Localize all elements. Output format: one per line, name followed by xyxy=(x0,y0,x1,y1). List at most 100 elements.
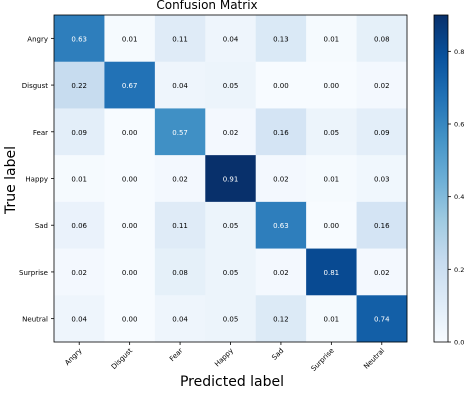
x-tick-label: Fear xyxy=(168,347,184,363)
cell-value-label: 0.91 xyxy=(223,176,239,184)
y-axis-label: True label xyxy=(3,146,19,215)
heatmap-cell xyxy=(54,295,105,343)
heatmap-cell xyxy=(356,201,408,249)
cell-value-label: 0.00 xyxy=(273,82,289,90)
cell-value-label: 0.08 xyxy=(374,35,390,43)
cell-value-label: 0.00 xyxy=(122,176,138,184)
colorbar-tick-label: 0.6 xyxy=(454,121,464,129)
heatmap-cell xyxy=(154,108,206,156)
heatmap-cell xyxy=(54,155,105,203)
heatmap-cell xyxy=(255,15,307,63)
cell-value-label: 0.04 xyxy=(172,316,188,324)
x-tick-label: Surprise xyxy=(310,347,336,373)
cell-value-label: 0.08 xyxy=(172,269,188,277)
heatmap-cell xyxy=(104,295,156,343)
cell-value-label: 0.11 xyxy=(172,35,188,43)
heatmap-cell xyxy=(205,61,257,109)
cell-value-label: 0.81 xyxy=(324,269,340,277)
cell-value-label: 0.02 xyxy=(71,269,87,277)
cell-value-label: 0.01 xyxy=(324,176,340,184)
heatmap-cell xyxy=(306,295,357,343)
cell-value-label: 0.05 xyxy=(223,316,239,324)
cell-value-label: 0.01 xyxy=(324,35,340,43)
heatmap-cell xyxy=(104,61,156,109)
colorbar-tick-label: 0.2 xyxy=(454,266,464,274)
heatmap-cell xyxy=(306,155,357,203)
cell-value-label: 0.02 xyxy=(273,176,289,184)
cell-value-label: 0.06 xyxy=(71,222,87,230)
colorbar-ticks: 0.0 0.2 0.4 0.6 0.8 xyxy=(448,48,464,347)
heatmap-cell xyxy=(54,15,105,63)
heatmap-cell xyxy=(54,108,105,156)
cell-value-label: 0.02 xyxy=(374,82,390,90)
heatmap-cell xyxy=(104,15,156,63)
heatmap-cells xyxy=(54,15,408,343)
heatmap-cell xyxy=(104,155,156,203)
heatmap-cell xyxy=(154,248,206,296)
y-tick-label: Surprise xyxy=(19,269,48,277)
cell-value-label: 0.13 xyxy=(273,35,289,43)
cell-value-label: 0.05 xyxy=(223,82,239,90)
heatmap-cell xyxy=(154,61,206,109)
heatmap-cell xyxy=(356,155,408,203)
colorbar-tick-label: 0.0 xyxy=(454,339,464,347)
cell-value-label: 0.22 xyxy=(71,82,87,90)
cell-value-label: 0.02 xyxy=(374,269,390,277)
cell-value-label: 0.02 xyxy=(223,129,239,137)
cell-value-label: 0.05 xyxy=(223,269,239,277)
x-tick-label: Happy xyxy=(213,347,235,369)
cell-value-label: 0.12 xyxy=(273,316,289,324)
x-tick-label: Angry xyxy=(63,347,83,367)
x-tick-label: Disgust xyxy=(110,347,134,371)
cell-value-label: 0.05 xyxy=(223,222,239,230)
cell-value-label: 0.03 xyxy=(374,176,390,184)
x-tick-label: Neutral xyxy=(362,347,386,371)
cell-value-label: 0.02 xyxy=(273,269,289,277)
cell-value-label: 0.01 xyxy=(324,316,340,324)
heatmap-cell xyxy=(154,201,206,249)
cell-value-label: 0.05 xyxy=(324,129,340,137)
heatmap-cell xyxy=(205,108,257,156)
cell-value-label: 0.74 xyxy=(374,316,390,324)
heatmap-cell xyxy=(255,61,307,109)
heatmap-cell xyxy=(104,108,156,156)
heatmap-cell xyxy=(356,295,408,343)
heatmap-cell xyxy=(255,295,307,343)
cell-value-label: 0.01 xyxy=(71,176,87,184)
y-tick-labels: Angry Disgust Fear Happy Sad Surprise Neutral xyxy=(19,35,54,324)
heatmap-cell xyxy=(255,155,307,203)
colorbar-tick-label: 0.8 xyxy=(454,48,464,56)
heatmap-cell xyxy=(104,248,156,296)
heatmap-cell xyxy=(306,15,357,63)
y-tick-label: Fear xyxy=(33,129,48,137)
colorbar xyxy=(433,14,449,343)
x-axis-label: Predicted label xyxy=(180,374,284,390)
heatmap-cell xyxy=(154,155,206,203)
heatmap-cell xyxy=(255,248,307,296)
heatmap-cell xyxy=(205,201,257,249)
heatmap-cell xyxy=(356,108,408,156)
cell-value-label: 0.04 xyxy=(172,82,188,90)
cell-value-label: 0.16 xyxy=(374,222,390,230)
cell-value-label: 0.67 xyxy=(122,82,138,90)
heatmap-cell xyxy=(205,155,257,203)
y-tick-label: Neutral xyxy=(22,316,48,324)
heatmap-cell xyxy=(255,108,307,156)
heatmap-cell xyxy=(356,61,408,109)
heatmap-cell-labels: 0.63 0.01 0.11 0.04 0.13 0.01 0.08 0.22 0.67 0.04… xyxy=(71,35,390,323)
cell-value-label: 0.63 xyxy=(273,222,289,230)
x-tick-label: Sad xyxy=(270,347,285,362)
cell-value-label: 0.63 xyxy=(71,35,87,43)
heatmap-cell xyxy=(255,201,307,249)
heatmap-cell xyxy=(154,15,206,63)
heatmap-cell xyxy=(54,61,105,109)
cell-value-label: 0.02 xyxy=(172,176,188,184)
heatmap-cell xyxy=(306,248,357,296)
cell-value-label: 0.01 xyxy=(122,35,138,43)
colorbar-tick-label: 0.4 xyxy=(454,193,464,201)
heatmap-cell xyxy=(306,108,357,156)
heatmap-cell xyxy=(154,295,206,343)
cell-value-label: 0.00 xyxy=(122,222,138,230)
cell-value-label: 0.11 xyxy=(172,222,188,230)
